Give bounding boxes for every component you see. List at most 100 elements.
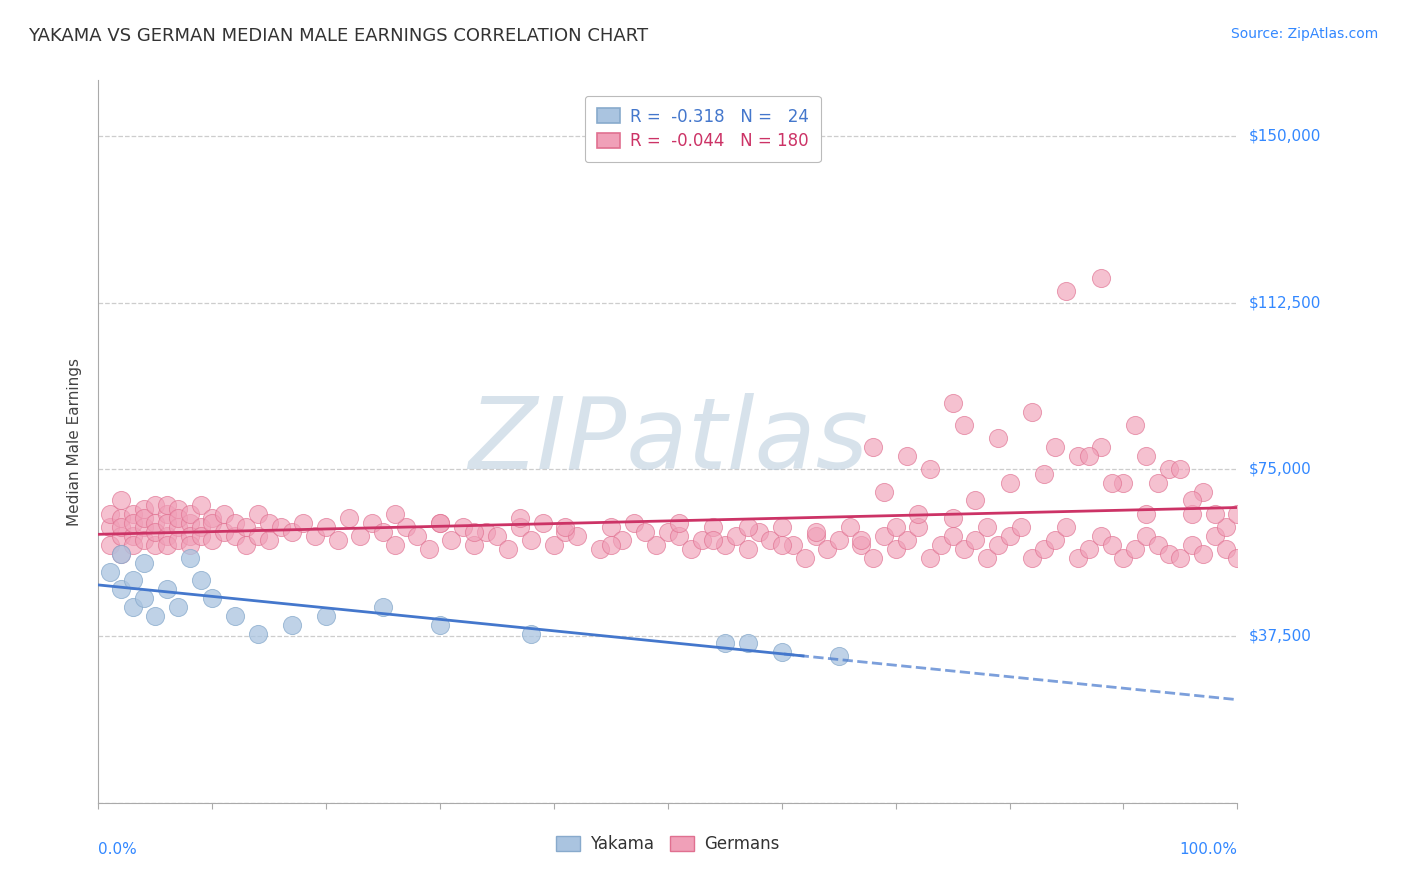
Text: 100.0%: 100.0% [1180,842,1237,856]
Point [156,507,179,521]
Point [702,520,724,534]
Point [371,524,394,539]
Point [156,516,179,530]
Point [1101,475,1123,490]
Point [737,636,759,650]
Point [1146,538,1168,552]
Point [839,520,862,534]
Point [156,538,179,552]
Point [224,529,246,543]
Point [1078,542,1101,557]
Point [770,538,793,552]
Point [179,551,201,566]
Point [1135,529,1157,543]
Point [828,533,851,548]
Point [304,529,326,543]
Point [953,542,976,557]
Point [1090,529,1112,543]
Point [145,538,167,552]
Point [509,520,531,534]
Point [1226,507,1249,521]
Point [132,520,155,534]
Point [145,609,167,624]
Point [235,520,257,534]
Point [828,649,851,664]
Point [474,524,496,539]
Point [224,516,246,530]
Point [907,520,929,534]
Point [1226,551,1249,566]
Point [543,538,565,552]
Text: $150,000: $150,000 [1249,128,1320,144]
Text: ZIPatlas: ZIPatlas [468,393,868,490]
Point [600,520,623,534]
Point [851,533,873,548]
Point [873,529,896,543]
Point [1123,542,1146,557]
Point [851,538,873,552]
Point [1032,467,1054,481]
Point [554,524,576,539]
Point [907,507,929,521]
Point [98,565,121,579]
Point [1192,484,1215,499]
Point [918,551,941,566]
Point [190,529,212,543]
Point [498,542,520,557]
Point [804,524,827,539]
Point [1112,475,1135,490]
Point [668,516,690,530]
Point [1204,507,1226,521]
Point [179,529,201,543]
Point [349,529,371,543]
Point [1181,507,1204,521]
Point [1067,551,1090,566]
Point [942,395,965,409]
Point [190,574,212,588]
Point [1032,542,1054,557]
Point [884,520,907,534]
Point [121,507,143,521]
Text: Source: ZipAtlas.com: Source: ZipAtlas.com [1230,27,1378,41]
Point [98,507,121,521]
Point [1021,404,1043,418]
Point [770,520,793,534]
Point [121,574,143,588]
Point [145,498,167,512]
Point [156,529,179,543]
Point [212,507,235,521]
Text: $75,000: $75,000 [1249,462,1312,477]
Point [737,542,759,557]
Point [554,520,576,534]
Point [451,520,474,534]
Point [942,511,965,525]
Point [714,636,737,650]
Text: $37,500: $37,500 [1249,629,1312,643]
Point [156,498,179,512]
Point [965,533,987,548]
Point [156,582,179,597]
Point [406,529,429,543]
Point [132,502,155,516]
Point [1146,475,1168,490]
Point [1204,529,1226,543]
Point [1135,507,1157,521]
Point [1067,449,1090,463]
Point [998,529,1021,543]
Point [770,645,793,659]
Point [167,511,190,525]
Point [145,524,167,539]
Point [987,431,1010,445]
Point [942,529,965,543]
Point [281,524,304,539]
Point [1043,440,1066,454]
Point [679,542,702,557]
Point [371,600,394,615]
Point [1054,520,1078,534]
Point [132,533,155,548]
Point [121,516,143,530]
Point [384,538,406,552]
Point [281,618,304,632]
Point [815,542,838,557]
Point [201,516,224,530]
